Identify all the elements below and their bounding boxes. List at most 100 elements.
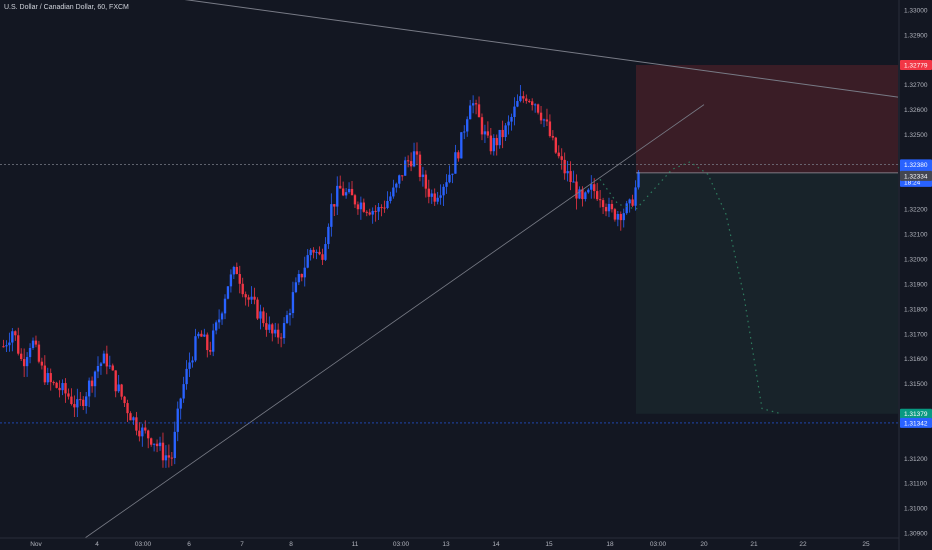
candle-body bbox=[350, 188, 354, 196]
candle-body bbox=[371, 210, 374, 215]
candle-body bbox=[191, 360, 194, 363]
price-tick-label: 1.32200 bbox=[904, 207, 928, 214]
price-level-badge-label: 1.32779 bbox=[904, 63, 928, 70]
candle-body bbox=[377, 207, 380, 212]
price-tick-label: 1.32500 bbox=[904, 132, 928, 139]
candle-body bbox=[28, 347, 32, 358]
stop-loss-zone[interactable] bbox=[636, 65, 898, 173]
price-tick-label: 1.31800 bbox=[904, 306, 928, 313]
candle-body bbox=[238, 274, 241, 284]
candle-body bbox=[495, 138, 498, 146]
candle-body bbox=[155, 443, 159, 447]
candle-body bbox=[501, 129, 504, 138]
candle-body bbox=[321, 254, 324, 260]
candle-body bbox=[256, 299, 259, 319]
time-tick-label: 20 bbox=[700, 541, 708, 548]
candle-body bbox=[404, 160, 407, 176]
time-tick-label: 18 bbox=[606, 541, 614, 548]
candle-body bbox=[374, 210, 377, 212]
candle-body bbox=[634, 187, 637, 206]
candle-body bbox=[445, 182, 448, 187]
candle-body bbox=[8, 342, 11, 346]
candle-body bbox=[105, 353, 109, 367]
candle-body bbox=[120, 384, 123, 397]
time-tick-label: 11 bbox=[352, 541, 359, 548]
price-tick-label: 1.32100 bbox=[904, 232, 928, 239]
candle-body bbox=[622, 213, 625, 221]
candle-body bbox=[2, 346, 5, 348]
time-tick-label: 13 bbox=[442, 541, 450, 548]
candle-body bbox=[365, 211, 368, 213]
candle-body bbox=[114, 370, 117, 392]
candle-body bbox=[566, 171, 569, 174]
candle-body bbox=[389, 196, 392, 201]
time-tick-label: 14 bbox=[492, 541, 500, 548]
candle-body bbox=[161, 442, 165, 461]
price-level-badge[interactable] bbox=[900, 60, 932, 71]
price-tick-label: 1.32900 bbox=[904, 32, 928, 39]
falling-trendline[interactable] bbox=[170, 0, 899, 98]
price-tick-label: 1.31700 bbox=[904, 331, 928, 338]
candle-body bbox=[457, 152, 460, 159]
candle-body bbox=[185, 368, 188, 385]
candle-body bbox=[126, 403, 129, 414]
candle-body bbox=[49, 373, 52, 383]
candle-body bbox=[595, 191, 599, 200]
time-tick-label: 25 bbox=[862, 541, 870, 548]
candle-body bbox=[132, 417, 135, 421]
candle-body bbox=[20, 353, 23, 360]
candle-body bbox=[152, 443, 156, 445]
price-level-badge-label: 1.31342 bbox=[904, 420, 928, 427]
time-tick-label: 7 bbox=[240, 541, 244, 548]
candle-body bbox=[226, 286, 230, 299]
candle-body bbox=[560, 156, 563, 160]
candle-body bbox=[525, 98, 528, 101]
candle-body bbox=[214, 322, 218, 331]
candle-body bbox=[486, 131, 490, 136]
candle-body bbox=[135, 417, 138, 431]
candle-body bbox=[149, 438, 153, 445]
take-profit-zone[interactable] bbox=[636, 172, 898, 414]
drawings bbox=[0, 0, 899, 539]
price-level-badge[interactable] bbox=[900, 417, 932, 428]
candle-body bbox=[197, 333, 200, 337]
price-level-badge-label: 1.32380 bbox=[904, 162, 928, 169]
time-tick-label: 22 bbox=[799, 541, 807, 548]
candle-body bbox=[262, 311, 265, 324]
candle-body bbox=[353, 195, 357, 205]
candle-body bbox=[17, 335, 20, 354]
candle-body bbox=[229, 274, 233, 287]
price-level-badge[interactable] bbox=[900, 408, 932, 419]
candle-body bbox=[276, 329, 280, 338]
candle-body bbox=[96, 365, 100, 372]
price-level-badge[interactable] bbox=[900, 159, 932, 170]
candle-body bbox=[539, 112, 543, 121]
candles bbox=[2, 85, 640, 468]
time-tick-label: 6 bbox=[187, 541, 191, 548]
candle-body bbox=[463, 131, 466, 133]
candle-body bbox=[531, 101, 534, 106]
price-tick-label: 1.32600 bbox=[904, 107, 928, 114]
candle-body bbox=[31, 340, 35, 348]
candle-body bbox=[578, 189, 581, 199]
rising-trendline[interactable] bbox=[84, 104, 705, 539]
price-level-badge[interactable] bbox=[900, 170, 932, 181]
candle-body bbox=[25, 357, 29, 367]
candle-body bbox=[167, 455, 171, 458]
candle-body bbox=[37, 344, 41, 362]
candle-body bbox=[516, 101, 519, 107]
candle-body bbox=[610, 203, 614, 210]
price-tick-label: 1.31900 bbox=[904, 281, 928, 288]
candle-body bbox=[545, 119, 549, 122]
candle-body bbox=[468, 105, 472, 120]
candle-body bbox=[339, 185, 342, 189]
candle-body bbox=[108, 365, 111, 367]
candle-body bbox=[616, 214, 620, 220]
candle-body bbox=[235, 266, 238, 275]
candle-body bbox=[460, 132, 463, 159]
candle-body bbox=[336, 185, 339, 207]
candle-body bbox=[170, 457, 174, 459]
candle-body bbox=[220, 313, 224, 320]
candle-body bbox=[466, 119, 469, 132]
